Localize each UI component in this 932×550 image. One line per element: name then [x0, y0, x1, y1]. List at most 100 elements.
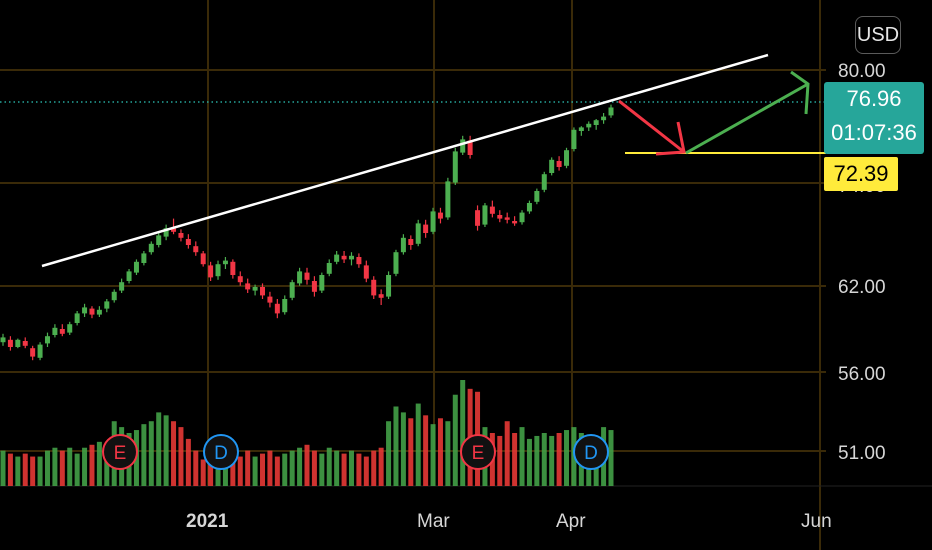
- y-tick-label: 80.00: [838, 61, 886, 82]
- marker-letter: E: [114, 443, 127, 464]
- candle-body: [22, 341, 28, 346]
- volume-bar: [423, 415, 429, 486]
- volume-bar: [141, 424, 147, 486]
- candle-body: [445, 181, 451, 218]
- marker-letter: E: [472, 443, 485, 464]
- candle-body: [460, 139, 466, 153]
- dividend-marker[interactable]: D: [203, 434, 239, 470]
- earnings-marker[interactable]: E: [102, 434, 138, 470]
- candle-body: [222, 260, 228, 265]
- volume-bar: [193, 450, 199, 486]
- x-axis-labels: 2021 Mar Apr Jun: [186, 511, 832, 532]
- volume-bar: [282, 453, 288, 486]
- volume-bar: [371, 450, 377, 486]
- volume-bar: [356, 453, 362, 486]
- volume-bar: [59, 450, 65, 486]
- marker-circle: [203, 434, 239, 470]
- volume-bar: [452, 394, 458, 486]
- candle-body: [193, 246, 199, 253]
- candle-body: [163, 228, 169, 237]
- candle-body: [334, 254, 340, 262]
- candle-body: [7, 339, 13, 347]
- volume-bar: [400, 412, 406, 486]
- bar-countdown: 01:07:36: [831, 120, 917, 145]
- volume-bar: [15, 456, 21, 486]
- y-tick-label: 51.00: [838, 443, 886, 464]
- candle-body: [185, 239, 191, 245]
- candle-body: [408, 239, 414, 245]
- currency-button[interactable]: USD: [855, 16, 901, 54]
- candle-body: [423, 224, 429, 233]
- candle-body: [489, 206, 495, 214]
- volume-bar: [30, 456, 36, 486]
- horizontal-line-price-label: 72.39: [824, 157, 898, 191]
- candle-body: [593, 120, 599, 125]
- volume-bar: [163, 415, 169, 486]
- volume-bar: [311, 450, 317, 486]
- trendline[interactable]: [41, 53, 769, 268]
- candle-body: [59, 329, 65, 334]
- candle-body: [82, 307, 88, 314]
- marker-letter: D: [214, 443, 228, 464]
- candle-body: [304, 272, 310, 280]
- volume-bar: [96, 441, 102, 486]
- volume-bar: [549, 435, 555, 486]
- volume-bar: [237, 456, 243, 486]
- volume-bar: [430, 424, 436, 486]
- red-down-arrow[interactable]: [618, 99, 686, 156]
- candle-body: [282, 299, 288, 313]
- x-tick-label: Mar: [417, 511, 450, 532]
- candle-body: [37, 344, 43, 358]
- candle-body: [104, 301, 110, 309]
- candle-body: [363, 265, 369, 279]
- candle-body: [356, 257, 362, 265]
- candle-body: [230, 261, 236, 275]
- green-up-arrow[interactable]: [685, 70, 810, 155]
- volume-bar: [460, 380, 466, 486]
- volume-bar: [341, 453, 347, 486]
- volume-bar: [208, 456, 214, 486]
- dividend-marker[interactable]: D: [573, 434, 609, 470]
- candle-body: [519, 212, 525, 223]
- candle-body: [437, 212, 443, 219]
- candle-body: [371, 279, 377, 296]
- volume-bar: [415, 403, 421, 486]
- volume-bar: [44, 450, 50, 486]
- candle-body: [289, 282, 295, 298]
- volume-bar: [260, 453, 266, 486]
- volume-bar: [148, 421, 154, 486]
- candle-body: [586, 123, 592, 128]
- volume-bar: [274, 456, 280, 486]
- candle-body: [319, 275, 325, 291]
- volume-bar: [52, 447, 58, 486]
- candle-body: [67, 324, 73, 333]
- candle-body: [171, 228, 177, 232]
- last-price-label: 76.96 01:07:36: [824, 82, 924, 154]
- volume-bar: [67, 447, 73, 486]
- marker-circle: [460, 434, 496, 470]
- candle-body: [415, 223, 421, 244]
- candle-body: [608, 107, 614, 116]
- candle-body: [126, 271, 132, 281]
- volume-bar: [348, 450, 354, 486]
- candle-body: [200, 253, 206, 265]
- volume-bar: [556, 433, 562, 486]
- volume-bar: [297, 447, 303, 486]
- volume-bar: [393, 406, 399, 486]
- volume-bar: [319, 453, 325, 486]
- volume-bar: [7, 453, 13, 486]
- candle-body: [571, 129, 577, 149]
- x-tick-label: 2021: [186, 511, 229, 532]
- earnings-marker[interactable]: E: [460, 434, 496, 470]
- x-tick-label: Apr: [556, 511, 586, 532]
- volume-bar: [22, 453, 28, 486]
- volume-bar: [289, 450, 295, 486]
- candle-body: [348, 255, 354, 260]
- volume-bar: [200, 459, 206, 486]
- marker-circle: [102, 434, 138, 470]
- volume-bar: [445, 421, 451, 486]
- volume-bar: [386, 421, 392, 486]
- candle-body: [119, 282, 125, 291]
